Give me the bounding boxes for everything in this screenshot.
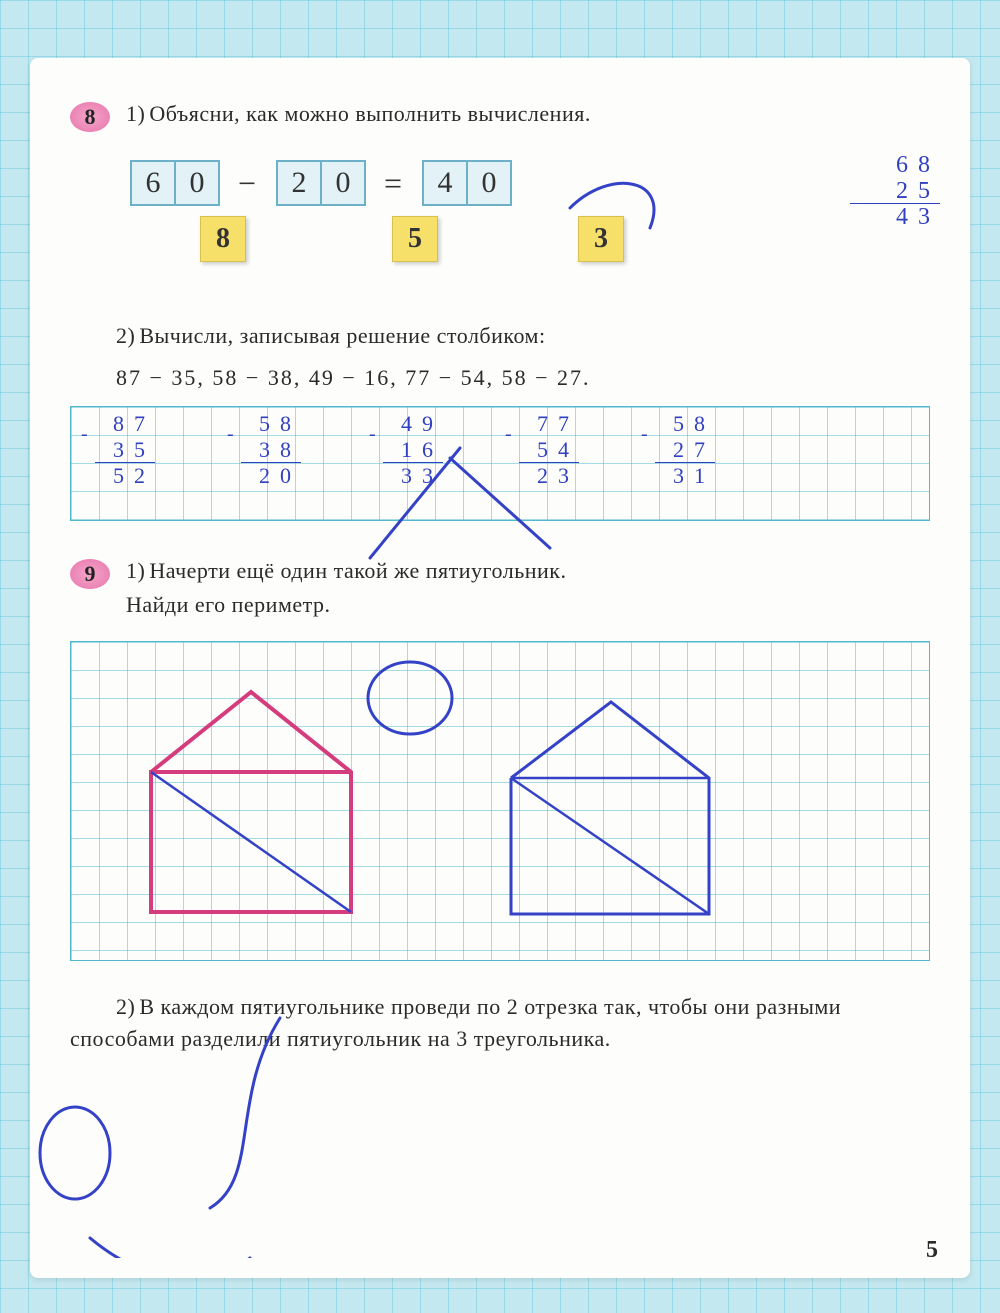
- task8-part1-text: Объясни, как можно выполнить вычисления.: [149, 101, 591, 126]
- task8-problems: 87 − 35, 58 − 38, 49 − 16, 77 − 54, 58 −…: [116, 362, 930, 394]
- col-5: - 582731: [655, 411, 715, 489]
- col-1: - 873552: [95, 411, 155, 489]
- task8-part1-label: 1): [126, 101, 145, 126]
- page-number: 5: [926, 1237, 938, 1264]
- task9-part2: 2) В каждом пятиугольнике проведи по 2 о…: [70, 991, 930, 1055]
- side-column-calc: 68 25 43: [850, 152, 940, 230]
- digit-a1: 6: [130, 160, 176, 206]
- digit-c2: 0: [466, 160, 512, 206]
- task9-part1-text-b: Найди его периметр.: [126, 589, 930, 621]
- printed-pentagon: [131, 672, 391, 932]
- calc-strip: - 873552 - 583820 - 491633 - 775423 - 58…: [70, 406, 930, 521]
- task-9-heading: 9 1) Начерти ещё один такой же пятиуголь…: [70, 555, 930, 621]
- col-3: - 491633: [383, 411, 443, 489]
- task8-part2-text: Вычисли, записывая решение столбиком:: [139, 323, 545, 348]
- task-8-heading: 8 1) Объясни, как можно выполнить вычисл…: [70, 98, 930, 132]
- task9-part1-label: 1): [126, 558, 145, 583]
- equals-sign: =: [368, 160, 418, 206]
- task-number-8: 8: [70, 102, 110, 132]
- task8-part2: 2) Вычисли, записывая решение столбиком:: [70, 320, 930, 352]
- task9-part2-label: 2): [116, 994, 135, 1019]
- task9-part2-text: В каждом пятиугольнике проведи по 2 отре…: [70, 994, 841, 1051]
- col-4: - 775423: [519, 411, 579, 489]
- task8-part2-label: 2): [116, 323, 135, 348]
- task-number-9: 9: [70, 559, 110, 589]
- student-pentagon: [491, 678, 751, 938]
- digit-a2: 0: [174, 160, 220, 206]
- yellow-box-1: 8: [200, 216, 246, 262]
- digit-c1: 4: [422, 160, 468, 206]
- pentagon-grid: [70, 641, 930, 961]
- box-equation: 60 − 20 = 40 8 5 3 68 25 43: [130, 160, 930, 280]
- col-2: - 583820: [241, 411, 301, 489]
- digit-b2: 0: [320, 160, 366, 206]
- minus-sign: −: [222, 160, 272, 206]
- yellow-box-3: 3: [578, 216, 624, 262]
- yellow-box-2: 5: [392, 216, 438, 262]
- digit-b1: 2: [276, 160, 322, 206]
- task9-part1-text-a: Начерти ещё один такой же пятиугольник.: [149, 558, 566, 583]
- workbook-page: 8 1) Объясни, как можно выполнить вычисл…: [30, 58, 970, 1278]
